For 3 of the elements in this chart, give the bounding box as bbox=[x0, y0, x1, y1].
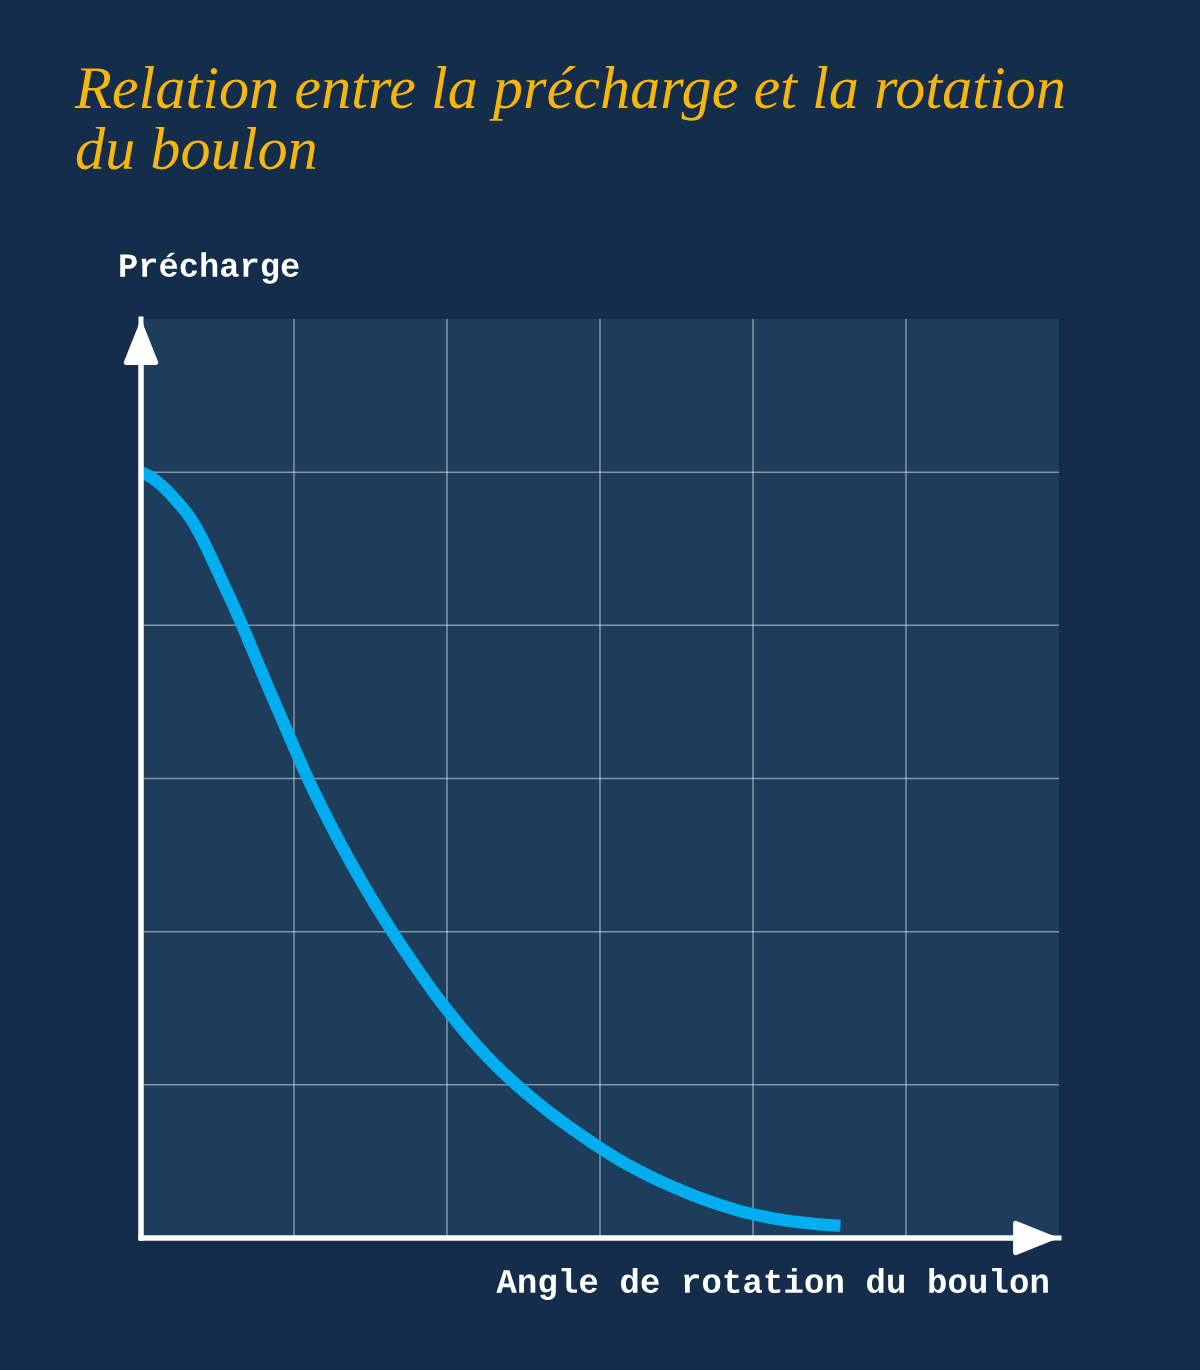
chart-title: Relation entre la précharge et la rotation du boulon bbox=[74, 66, 1064, 170]
x-axis-title: Angle de rotation du boulon bbox=[496, 1268, 1048, 1300]
text: Précharge bbox=[120, 252, 299, 284]
